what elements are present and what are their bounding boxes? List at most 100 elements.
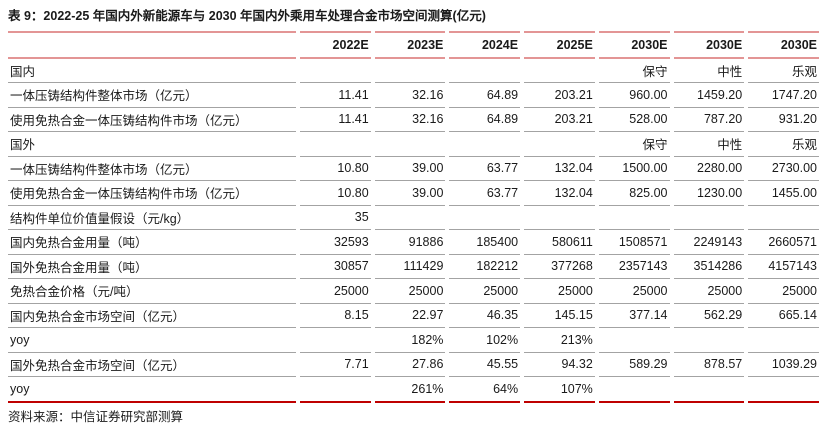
row-label-column-header xyxy=(8,31,296,59)
cell-value: 8.15 xyxy=(300,304,371,328)
cell-value: 261% xyxy=(374,377,446,403)
market-size-table: 2022E 2023E 2024E 2025E 2030E 2030E 2030E 国内 保守… xyxy=(4,31,823,403)
cell-value: 377.14 xyxy=(598,304,670,328)
column-header: 2023E xyxy=(374,31,446,59)
cell-value: 589.29 xyxy=(598,353,670,377)
cell-value: 878.57 xyxy=(673,353,745,377)
cell-value: 1039.29 xyxy=(748,353,819,377)
cell-value xyxy=(673,328,745,353)
cell-value xyxy=(673,206,745,230)
cell-value: 22.97 xyxy=(374,304,446,328)
cell-value xyxy=(673,377,745,403)
cell-value: 32.16 xyxy=(374,83,446,108)
cell-value: 2730.00 xyxy=(748,157,819,181)
table-row: 一体压铸结构件整体市场（亿元） 11.41 32.16 64.89 203.21 960.… xyxy=(8,83,819,108)
table-body: 国内 保守 中性 乐观 一体压铸结构件整体市场（亿元） 11.41 32.16 64.89 20… xyxy=(8,59,819,403)
row-label: 国内免热合金市场空间（亿元） xyxy=(8,304,296,328)
cell-value: 10.80 xyxy=(300,181,371,206)
cell-value: 11.41 xyxy=(300,83,371,108)
cell-value xyxy=(449,132,521,157)
cell-value: 25000 xyxy=(449,279,521,304)
cell-value: 107% xyxy=(524,377,595,403)
cell-value: 乐观 xyxy=(748,59,819,83)
row-label: 国内免热合金用量（吨） xyxy=(8,230,296,255)
column-header: 2030E xyxy=(748,31,819,59)
cell-value: 1455.00 xyxy=(748,181,819,206)
cell-value: 25000 xyxy=(748,279,819,304)
row-label: 国内 xyxy=(8,59,296,83)
cell-value: 787.20 xyxy=(673,108,745,132)
cell-value: 2660571 xyxy=(748,230,819,255)
cell-value: 25000 xyxy=(598,279,670,304)
cell-value: 25000 xyxy=(524,279,595,304)
cell-value: 1230.00 xyxy=(673,181,745,206)
cell-value: 203.21 xyxy=(524,108,595,132)
cell-value: 185400 xyxy=(449,230,521,255)
cell-value: 1747.20 xyxy=(748,83,819,108)
cell-value: 2357143 xyxy=(598,255,670,279)
row-label: 国外 xyxy=(8,132,296,157)
cell-value: 102% xyxy=(449,328,521,353)
cell-value xyxy=(524,132,595,157)
cell-value: 乐观 xyxy=(748,132,819,157)
cell-value xyxy=(748,377,819,403)
cell-value xyxy=(598,377,670,403)
cell-value: 931.20 xyxy=(748,108,819,132)
cell-value: 63.77 xyxy=(449,181,521,206)
header-row: 2022E 2023E 2024E 2025E 2030E 2030E 2030E xyxy=(8,31,819,59)
cell-value xyxy=(748,206,819,230)
cell-value: 35 xyxy=(300,206,371,230)
table-header: 2022E 2023E 2024E 2025E 2030E 2030E 2030E xyxy=(8,31,819,59)
column-header: 2030E xyxy=(598,31,670,59)
cell-value xyxy=(748,328,819,353)
cell-value: 4157143 xyxy=(748,255,819,279)
cell-value: 528.00 xyxy=(598,108,670,132)
cell-value: 1508571 xyxy=(598,230,670,255)
cell-value: 27.86 xyxy=(374,353,446,377)
cell-value: 32.16 xyxy=(374,108,446,132)
cell-value: 580611 xyxy=(524,230,595,255)
cell-value: 45.55 xyxy=(449,353,521,377)
cell-value: 32593 xyxy=(300,230,371,255)
cell-value: 2249143 xyxy=(673,230,745,255)
row-label: 国外免热合金用量（吨） xyxy=(8,255,296,279)
cell-value: 64.89 xyxy=(449,108,521,132)
column-header: 2030E xyxy=(673,31,745,59)
cell-value xyxy=(374,132,446,157)
source-note: 资料来源：中信证券研究部测算 xyxy=(8,409,184,424)
table-row: 国外免热合金用量（吨） 30857 111429 182212 377268 235714… xyxy=(8,255,819,279)
cell-value xyxy=(598,328,670,353)
cell-value: 保守 xyxy=(598,59,670,83)
cell-value: 562.29 xyxy=(673,304,745,328)
table-title: 表 9：2022-25 年国内外新能源车与 2030 年国内外乘用车处理合金市场… xyxy=(8,9,486,23)
cell-value: 111429 xyxy=(374,255,446,279)
row-label: 使用免热合金一体压铸结构件市场（亿元） xyxy=(8,181,296,206)
cell-value: 25000 xyxy=(300,279,371,304)
row-label: 免热合金价格（元/吨） xyxy=(8,279,296,304)
cell-value: 46.35 xyxy=(449,304,521,328)
table-row: 国外免热合金市场空间（亿元） 7.71 27.86 45.55 94.32 589.29 8… xyxy=(8,353,819,377)
cell-value: 182% xyxy=(374,328,446,353)
cell-value: 94.32 xyxy=(524,353,595,377)
cell-value: 825.00 xyxy=(598,181,670,206)
table-row: 国内免热合金用量（吨） 32593 91886 185400 580611 1508571… xyxy=(8,230,819,255)
cell-value: 64% xyxy=(449,377,521,403)
cell-value xyxy=(300,377,371,403)
row-label: yoy xyxy=(8,377,296,403)
cell-value: 377268 xyxy=(524,255,595,279)
table-row: 免热合金价格（元/吨） 25000 25000 25000 25000 25000 2500… xyxy=(8,279,819,304)
cell-value: 3514286 xyxy=(673,255,745,279)
table-row: 一体压铸结构件整体市场（亿元） 10.80 39.00 63.77 132.04 1500… xyxy=(8,157,819,181)
cell-value: 182212 xyxy=(449,255,521,279)
cell-value: 保守 xyxy=(598,132,670,157)
table-row: 使用免热合金一体压铸结构件市场（亿元） 10.80 39.00 63.77 132.04… xyxy=(8,181,819,206)
cell-value: 2280.00 xyxy=(673,157,745,181)
cell-value: 39.00 xyxy=(374,181,446,206)
cell-value: 1459.20 xyxy=(673,83,745,108)
row-label: 一体压铸结构件整体市场（亿元） xyxy=(8,157,296,181)
cell-value: 1500.00 xyxy=(598,157,670,181)
cell-value xyxy=(524,59,595,83)
cell-value: 25000 xyxy=(673,279,745,304)
table-row: 国内免热合金市场空间（亿元） 8.15 22.97 46.35 145.15 377.14… xyxy=(8,304,819,328)
table-row: yoy 261% 64% 107% xyxy=(8,377,819,403)
